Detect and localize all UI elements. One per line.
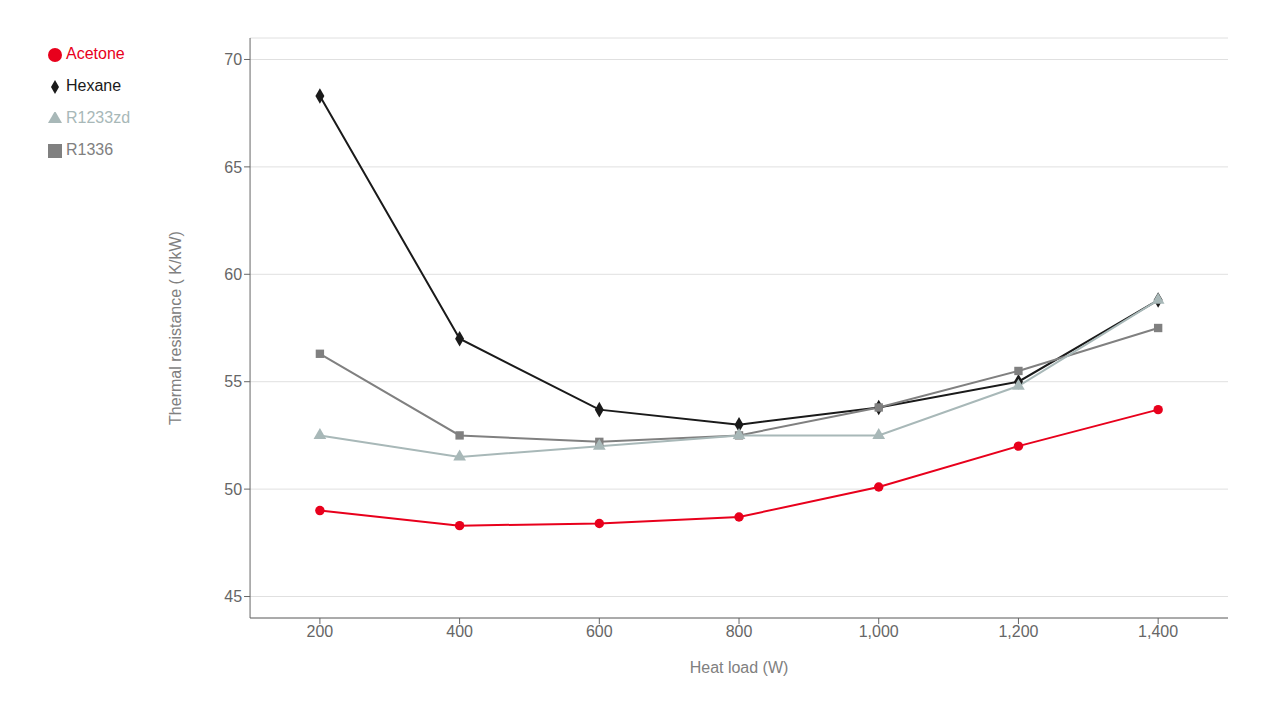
svg-text:1,000: 1,000 — [859, 623, 899, 640]
svg-text:50: 50 — [224, 481, 242, 498]
svg-text:70: 70 — [224, 51, 242, 68]
svg-text:1,200: 1,200 — [998, 623, 1038, 640]
svg-text:Thermal resistance ( K/kW): Thermal resistance ( K/kW) — [167, 231, 184, 425]
svg-text:65: 65 — [224, 159, 242, 176]
html-text:Hexane: Hexane — [66, 77, 122, 94]
html-text:R1336: R1336 — [66, 141, 114, 158]
svg-text:200: 200 — [307, 623, 334, 640]
svg-text:600: 600 — [586, 623, 613, 640]
svg-text:800: 800 — [726, 623, 753, 640]
svg-text:Heat load (W): Heat load (W) — [690, 659, 789, 676]
svg-text:60: 60 — [224, 266, 242, 283]
svg-text:55: 55 — [224, 373, 242, 390]
html-text:Acetone: Acetone — [66, 45, 125, 62]
svg-text:1,400: 1,400 — [1138, 623, 1178, 640]
svg-text:400: 400 — [446, 623, 473, 640]
svg-text:45: 45 — [224, 588, 242, 605]
html-text:R1233zd: R1233zd — [66, 109, 130, 126]
